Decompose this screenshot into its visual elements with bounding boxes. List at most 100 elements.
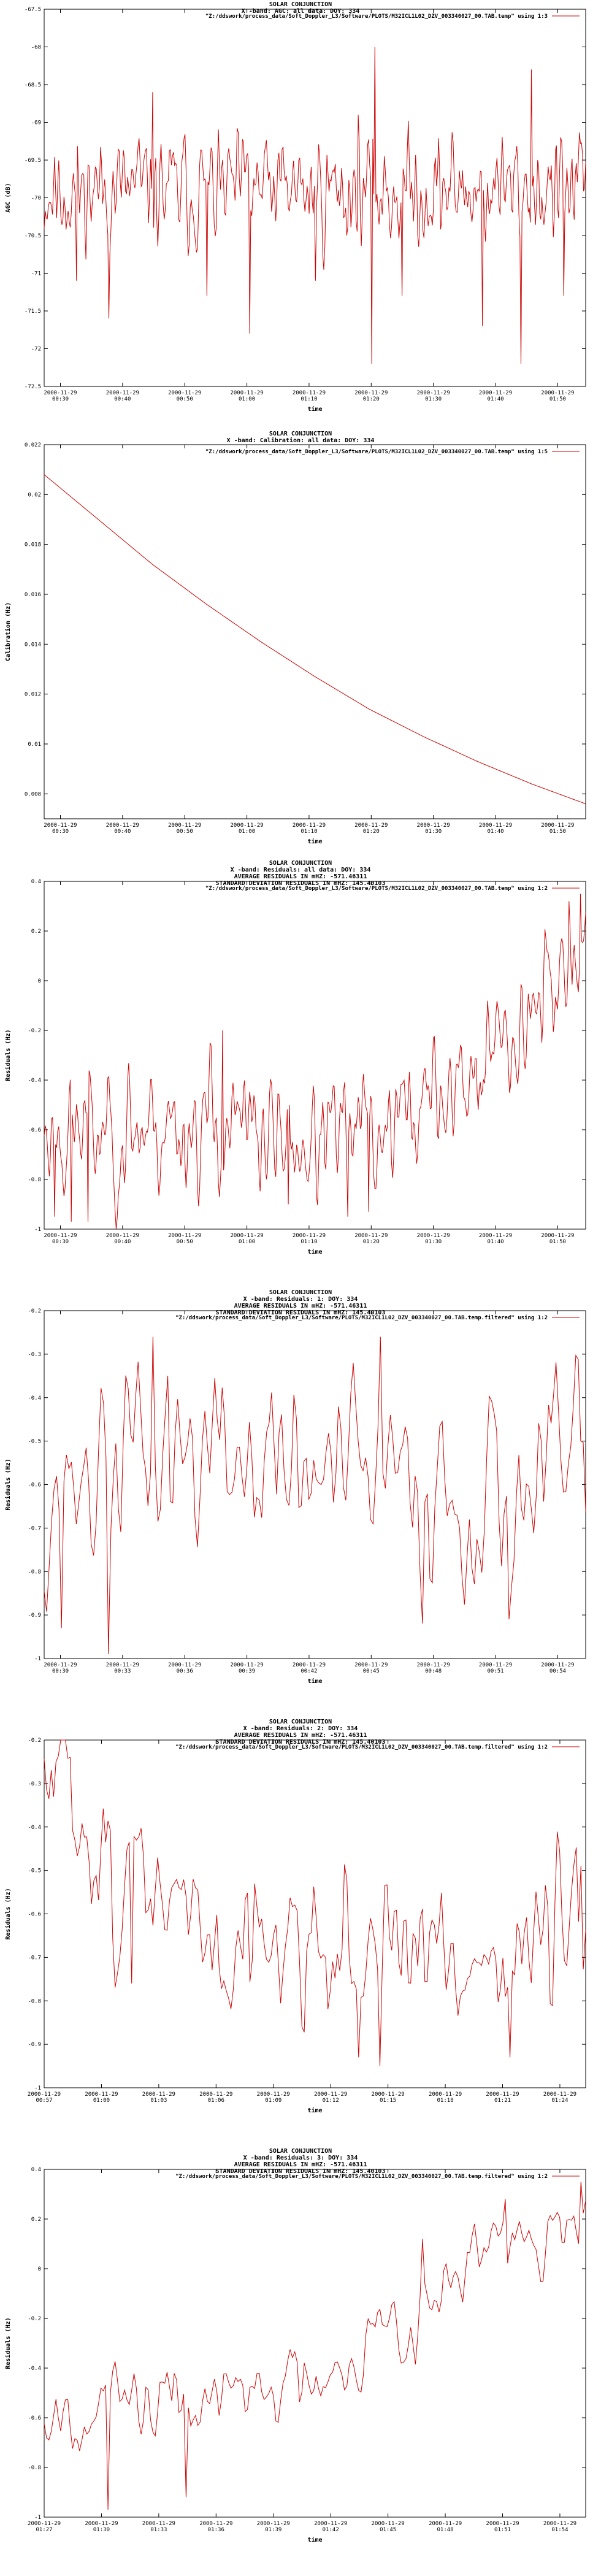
chart-panel-6: SOLAR CONJUNCTION X -band: Residuals: 3: … <box>0 2147 601 2576</box>
x-tick-label: 2000-11-29 <box>486 2521 519 2527</box>
x-tick-label: 2000-11-29 <box>541 822 574 829</box>
plot-frame <box>44 1739 586 2088</box>
chart-svg: -0.2-0.3-0.4-0.5-0.6-0.7-0.8-0.9-12000-1… <box>4 1738 586 2114</box>
x-tick-label: 2000-11-29 <box>479 822 512 829</box>
x-tick-label: 2000-11-29 <box>479 1662 512 1668</box>
x-tick-label: 2000-11-29 <box>314 2521 347 2527</box>
y-tick-label: -0.4 <box>28 1395 41 1401</box>
y-tick-label: -1 <box>34 1656 41 1662</box>
x-tick-label: 2000-11-29 <box>168 822 201 829</box>
chart-svg: -67.5 -68 -68.5 -69 -69.5 -70 -70.5 -71 -71.5 -72… <box>5 7 586 413</box>
x-tick-label: 2000-11-29 <box>44 822 77 829</box>
x-tick-label: 01:40 <box>487 829 503 835</box>
x-tick-label: 01:39 <box>265 2527 281 2533</box>
x-tick-label: 01:30 <box>425 1239 442 1245</box>
x-tick-label: 2000-11-29 <box>106 1233 139 1239</box>
x-tick-label: 2000-11-29 <box>429 2521 462 2527</box>
x-tick-label: 00:40 <box>114 396 131 402</box>
x-tick-label: 01:30 <box>425 829 442 835</box>
y-tick-label: -0.8 <box>28 2465 41 2471</box>
x-tick-label: 2000-11-29 <box>293 822 326 829</box>
x-axis-label: time <box>307 2107 322 2114</box>
x-tick-label: 01:00 <box>239 1239 255 1245</box>
x-tick-label: 2000-11-29 <box>106 390 139 396</box>
y-tick-label: -1 <box>34 1227 41 1233</box>
y-tick-label: -68 <box>31 45 41 51</box>
y-tick-label: -0.4 <box>28 1825 41 1831</box>
chart-title-line: SOLAR CONJUNCTION <box>269 1719 332 1725</box>
x-tick-label: 00:54 <box>549 1668 566 1674</box>
x-tick-label: 2000-11-29 <box>293 1233 326 1239</box>
x-tick-label: 2000-11-29 <box>486 2091 519 2098</box>
chart-title-line: SOLAR CONJUNCTION <box>269 860 332 867</box>
x-tick-label: 2000-11-29 <box>314 2091 347 2098</box>
y-tick-label: -69 <box>31 120 41 126</box>
x-tick-label: 00:48 <box>425 1668 442 1674</box>
x-tick-label: 2000-11-29 <box>372 2521 405 2527</box>
x-tick-label: 2000-11-29 <box>293 1662 326 1668</box>
chart-title-line: AVERAGE RESIDUALS IN mHZ: -571.46311 <box>234 1732 367 1739</box>
x-tick-label: 2000-11-29 <box>44 1233 77 1239</box>
series-line <box>44 894 586 1230</box>
x-tick-label: 2000-11-29 <box>168 390 201 396</box>
x-tick-label: 2000-11-29 <box>199 2521 232 2527</box>
y-tick-label: -0.8 <box>28 1998 41 2004</box>
x-tick-label: 01:09 <box>265 2098 281 2104</box>
x-tick-label: 00:33 <box>114 1668 131 1674</box>
chart-svg: 0.022 0.02 0.018 0.016 0.014 0.012 0.01 0.008 20… <box>4 442 586 845</box>
chart-title-line: AVERAGE RESIDUALS IN mHZ: -571.46311 <box>234 1303 367 1309</box>
chart-title-line: AVERAGE RESIDUALS IN mHZ: -571.46311 <box>234 2161 367 2168</box>
x-tick-label: 00:57 <box>36 2098 52 2104</box>
x-tick-label: 01:00 <box>239 396 255 402</box>
chart-panel-4: SOLAR CONJUNCTION X -band: Residuals: 1: … <box>0 1288 601 1717</box>
y-tick-label: -0.6 <box>28 1912 41 1918</box>
x-tick-label: 01:40 <box>487 396 503 402</box>
x-tick-label: 2000-11-29 <box>417 1662 450 1668</box>
y-tick-label: -71 <box>31 271 41 277</box>
plot-frame <box>44 1310 586 1659</box>
y-tick-label: -0.8 <box>28 1177 41 1183</box>
x-tick-label: 01:50 <box>549 1239 566 1245</box>
y-tick-label: -0.4 <box>28 2366 41 2372</box>
x-tick-label: 2000-11-29 <box>28 2091 61 2098</box>
y-axis-label: Residuals (Hz) <box>4 2317 12 2369</box>
x-tick-label: 2000-11-29 <box>417 822 450 829</box>
y-tick-label: -70.5 <box>25 233 41 239</box>
x-tick-label: 2000-11-29 <box>417 1233 450 1239</box>
y-tick-label: -0.5 <box>28 1868 41 1874</box>
y-tick-label: -0.2 <box>28 2316 41 2322</box>
x-tick-label: 01:03 <box>150 2098 167 2104</box>
y-axis-label: Calibration (Hz) <box>4 602 12 661</box>
x-tick-label: 2000-11-29 <box>230 390 263 396</box>
y-tick-label: -67.5 <box>25 7 41 13</box>
y-tick-label: 0.4 <box>31 879 41 885</box>
series-line <box>44 47 586 364</box>
legend-label: "Z:/ddswork/process_data/Soft_Doppler_L3… <box>205 885 548 892</box>
chart-title-line: SOLAR CONJUNCTION <box>269 2148 332 2155</box>
x-tick-label: 2000-11-29 <box>543 2521 576 2527</box>
x-tick-label: 00:40 <box>114 1239 131 1245</box>
x-tick-label: 01:30 <box>425 396 442 402</box>
chart-panel-3: SOLAR CONJUNCTION X -band: Residuals: all… <box>0 859 601 1288</box>
chart-title-line: SOLAR CONJUNCTION <box>269 1289 332 1296</box>
legend-label: "Z:/ddswork/process_data/Soft_Doppler_L3… <box>205 448 548 455</box>
y-tick-label: 0.022 <box>25 442 41 448</box>
y-tick-label: -0.2 <box>28 1738 41 1744</box>
x-tick-label: 00:45 <box>363 1668 380 1674</box>
x-tick-label: 01:21 <box>494 2098 511 2104</box>
x-axis-label: time <box>307 838 322 845</box>
series-line <box>44 1739 586 2066</box>
x-tick-label: 00:30 <box>52 829 69 835</box>
x-tick-label: 2000-11-29 <box>354 822 388 829</box>
x-tick-label: 01:51 <box>494 2527 511 2533</box>
chart-title-line: X -band: Calibration: all data: DOY: 334 <box>226 437 375 444</box>
x-tick-label: 2000-11-29 <box>541 1233 574 1239</box>
x-tick-label: 2000-11-29 <box>106 1662 139 1668</box>
y-tick-label: -69.5 <box>25 158 41 164</box>
x-tick-label: 2000-11-29 <box>541 1662 574 1668</box>
x-tick-label: 2000-11-29 <box>293 390 326 396</box>
x-tick-label: 2000-11-29 <box>354 1233 388 1239</box>
x-axis-label: time <box>307 2536 322 2543</box>
x-tick-label: 00:50 <box>177 1239 193 1245</box>
x-tick-label: 00:30 <box>52 1239 69 1245</box>
